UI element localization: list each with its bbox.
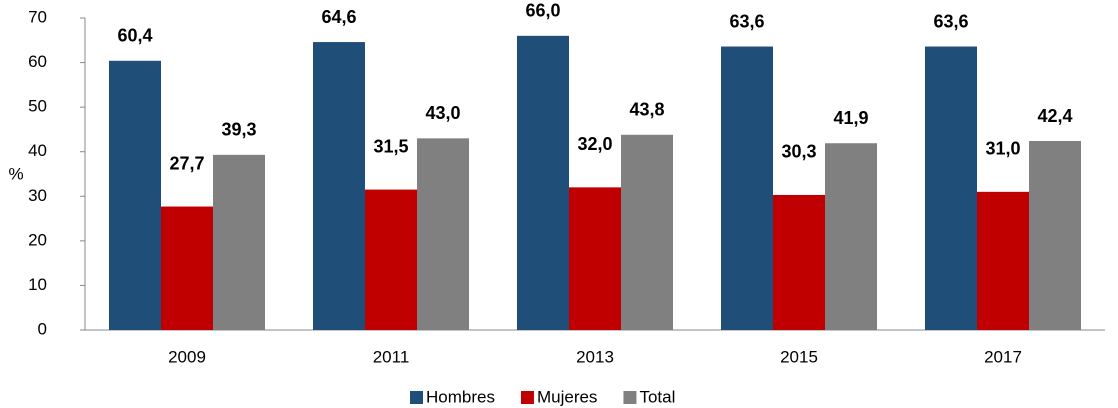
bar [721, 46, 773, 330]
bar [517, 35, 569, 330]
value-label: 64,6 [321, 7, 356, 27]
y-tick-label: 50 [28, 97, 47, 116]
bar [569, 187, 621, 330]
y-tick-label: 10 [28, 275, 47, 294]
value-label: 63,6 [933, 11, 968, 31]
value-label: 39,3 [221, 120, 256, 140]
y-tick-label: 0 [38, 319, 47, 338]
value-label: 60,4 [117, 26, 152, 46]
legend-label: Hombres [426, 387, 495, 406]
y-tick-label: 60 [28, 52, 47, 71]
value-label: 43,8 [629, 100, 664, 120]
y-tick-label: 20 [28, 230, 47, 249]
bar [925, 46, 977, 330]
bar [977, 191, 1029, 330]
value-label: 31,0 [985, 139, 1020, 159]
bar [109, 60, 161, 330]
x-tick-label: 2009 [168, 347, 206, 366]
value-label: 27,7 [169, 153, 204, 173]
legend-label: Mujeres [537, 387, 597, 406]
bar [621, 134, 673, 330]
legend-swatch [623, 391, 637, 404]
value-label: 42,4 [1037, 106, 1072, 126]
value-label: 63,6 [729, 11, 764, 31]
value-label: 30,3 [781, 142, 816, 162]
y-tick-label: 30 [28, 186, 47, 205]
legend-swatch [410, 391, 423, 404]
value-label: 32,0 [577, 134, 612, 154]
bar [1029, 141, 1081, 330]
x-tick-label: 2017 [984, 347, 1022, 366]
y-tick-label: 40 [28, 141, 47, 160]
bar [161, 206, 213, 330]
legend-swatch [520, 391, 534, 404]
bar [313, 42, 365, 330]
value-label: 31,5 [373, 136, 408, 156]
x-tick-label: 2011 [373, 347, 410, 366]
legend-label: Total [639, 387, 675, 406]
x-tick-label: 2015 [780, 347, 818, 366]
bar [417, 138, 469, 330]
x-tick-label: 2013 [576, 347, 614, 366]
value-label: 66,0 [525, 1, 560, 21]
bar [213, 154, 265, 330]
bar [773, 194, 825, 330]
value-label: 41,9 [833, 108, 868, 128]
bar [365, 189, 417, 330]
y-tick-label: 70 [28, 7, 47, 26]
value-label: 43,0 [425, 103, 460, 123]
bar [825, 143, 877, 330]
y-axis-label: % [8, 164, 23, 183]
